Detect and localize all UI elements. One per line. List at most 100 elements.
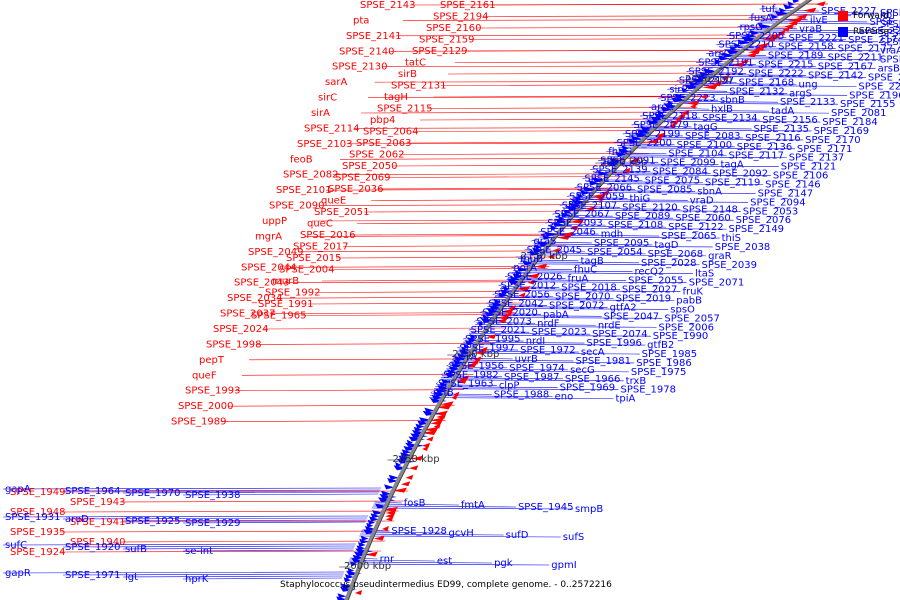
reverse-gene-label: SPSE_2067 [554, 209, 610, 220]
reverse-feature-arrow [441, 378, 451, 384]
reverse-gene-label: SPSE_2120 [622, 202, 678, 213]
reverse-gene-label: SPSE_1964 [65, 486, 121, 497]
reverse-gene-label: eno [555, 392, 574, 403]
forward-gene-label: mgrA [255, 231, 282, 242]
forward-feature-arrow [782, 26, 790, 32]
forward-feature-arrow [815, 1, 826, 7]
reverse-gene-label: pabA [543, 309, 569, 320]
reverse-gene-label: SPSE_2210 [718, 40, 774, 51]
forward-gene-label: SPSE_2101 [276, 185, 332, 196]
reverse-leader-line [486, 302, 491, 304]
reverse-leader-line [451, 359, 574, 362]
reverse-feature-arrow [783, 4, 795, 10]
reverse-gene-label: SPSE_2139 [592, 165, 648, 176]
forward-gene-label: SPSE_2037 [220, 309, 276, 320]
reverse-feature-arrow [537, 241, 557, 247]
forward-feature-arrow [731, 62, 745, 67]
forward-feature-arrow [552, 247, 561, 253]
feature-arrows [336, 0, 826, 600]
reverse-feature-arrow [451, 362, 465, 368]
forward-gene-label: SPSE_2015 [286, 253, 342, 264]
reverse-leader-line [511, 266, 517, 269]
forward-leader-line [248, 358, 484, 361]
reverse-leader-line [463, 341, 585, 344]
reverse-leader-line [2, 487, 382, 490]
forward-gene-label: SPSE_2069 [335, 173, 391, 184]
reverse-feature-arrow [356, 545, 366, 551]
reverse-gene-label: SPSE_2227 [821, 6, 877, 17]
forward-gene-label: SPSE_2044 [241, 262, 297, 273]
reverse-feature-arrow [461, 346, 469, 352]
reverse-gene-label: SPSE_2117 [729, 151, 785, 162]
reverse-leader-line [506, 279, 627, 281]
forward-gene-label: SPSE_2131 [391, 81, 447, 92]
reverse-gene-label: argS [789, 88, 812, 99]
reverse-leader-line [592, 174, 771, 176]
reverse-feature-arrow [413, 426, 424, 432]
reverse-gene-label: SPSE_2060 [675, 213, 731, 224]
forward-feature-arrow [568, 225, 579, 231]
reverse-leader-line [716, 43, 732, 45]
forward-gene-label: SPSE_2064 [363, 127, 419, 138]
reverse-leader-line [348, 561, 493, 564]
reverse-leader-line [517, 257, 524, 260]
reverse-feature-arrow [563, 209, 572, 215]
forward-leader-line [119, 520, 395, 523]
reverse-gene-label: fosB [404, 498, 426, 509]
reverse-feature-arrow [486, 308, 500, 314]
scale-tick-label: 2000 kbp [344, 561, 391, 572]
reverse-gene-label: tadA [771, 106, 794, 117]
forward-gene-label: SPSE_2129 [412, 46, 468, 57]
reverse-gene-label: norA [513, 263, 537, 274]
reverse-leader-line [182, 493, 379, 496]
reverse-gene-label: SPSE_2216 [880, 8, 900, 19]
reverse-feature-arrow [580, 190, 591, 195]
reverse-gene-label: SPSE_2185 [880, 28, 900, 39]
reverse-feature-arrow [395, 462, 402, 467]
reverse-gene-label: gapR [5, 568, 31, 579]
forward-feature-arrow [469, 359, 480, 365]
reverse-gene-label: SPSE_2149 [729, 224, 785, 235]
reverse-feature-arrow [699, 71, 710, 77]
reverse-gene-label: ltaS [695, 269, 714, 280]
forward-gene-label: SPSE_2049 [248, 247, 304, 258]
reverse-gene-label: fruK [682, 287, 703, 298]
reverse-gene-label: SPSE_2047 [604, 311, 660, 322]
reverse-gene-label: SPSE_2189 [768, 51, 824, 62]
reverse-feature-arrow [343, 577, 352, 583]
forward-feature-arrow [426, 436, 434, 442]
reverse-leader-line [639, 125, 692, 128]
reverse-leader-line [504, 275, 510, 277]
reverse-leader-line [441, 373, 444, 376]
reverse-feature-arrow [429, 398, 447, 403]
reverse-leader-line [450, 361, 635, 364]
reverse-leader-line [570, 199, 688, 201]
forward-feature-arrow [740, 58, 749, 64]
reverse-gene-label: graS [533, 236, 556, 247]
reverse-gene-label: vraD [690, 195, 714, 206]
reverse-feature-arrow [627, 138, 640, 144]
reverse-leader-line [545, 221, 552, 224]
forward-leader-line [440, 84, 724, 86]
forward-feature-arrow [655, 135, 663, 141]
legend-reverse: Reverse [838, 24, 889, 40]
forward-gene-label: sirA [311, 108, 330, 119]
reverse-leader-line [618, 147, 795, 150]
reverse-leader-line [469, 332, 591, 335]
reverse-feature-arrow [582, 186, 599, 192]
reverse-leader-line [535, 241, 592, 244]
reverse-gene-label: kbl [880, 10, 895, 21]
reverse-leader-line [693, 76, 866, 78]
reverse-leader-line [751, 27, 798, 30]
forward-feature-arrow [381, 526, 389, 531]
reverse-feature-arrow [453, 359, 465, 365]
reverse-gene-label: SPSE_2204 [859, 26, 900, 37]
reverse-gene-label: SPSE_2065 [661, 231, 717, 242]
forward-feature-arrow [702, 84, 719, 90]
reverse-gene-label: SPSE_2075 [645, 176, 701, 187]
reverse-gene-label: SPSE_2136 [737, 142, 793, 153]
reverse-gene-label: prfB [433, 388, 454, 399]
reverse-gene-label: recQ2 [634, 267, 664, 278]
forward-leader-line [234, 389, 464, 392]
reverse-leader-line [457, 350, 579, 353]
